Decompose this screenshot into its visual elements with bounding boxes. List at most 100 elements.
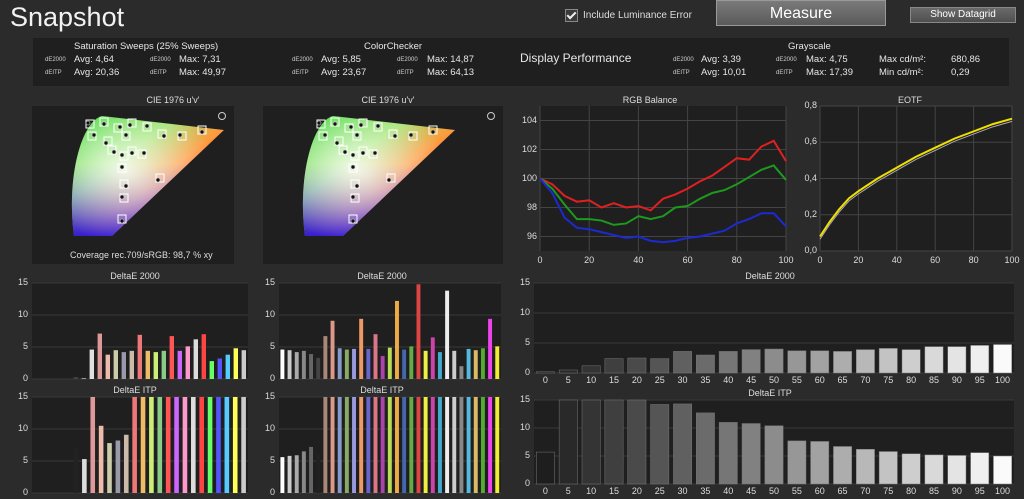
measured-point	[350, 218, 356, 224]
y-tick-label: 0	[22, 373, 28, 383]
bar	[558, 369, 578, 374]
include-luminance-checkbox[interactable]: Include Luminance Error	[565, 9, 692, 22]
bar	[488, 318, 493, 379]
magnifier-icon[interactable]	[487, 112, 495, 120]
bar	[402, 397, 407, 493]
gs-max: Max: 4,75	[806, 54, 848, 65]
measured-point	[342, 149, 348, 155]
g1-svg	[534, 282, 1014, 374]
bar	[581, 365, 601, 374]
bar	[344, 349, 349, 379]
y-tick-label: 0,4	[804, 172, 817, 183]
sat-max-itp: Max: 49,97	[179, 67, 226, 78]
x-tick-label: 60	[814, 486, 825, 496]
bar	[294, 352, 299, 379]
x-tick-label: 45	[746, 375, 757, 385]
gs-mincd-label: Min cd/m²:	[879, 67, 924, 78]
x-tick-label: 50	[768, 375, 779, 385]
y-tick-label: 0	[524, 367, 530, 377]
gray-de2000-chart: 0 5 10 15 0 5 10 15 20 25 30 35 40 45 50 55 60 65 70 75 80 85…	[520, 277, 1014, 385]
bar	[741, 349, 761, 374]
de2000-chart-2: 0 5 10 15	[265, 277, 501, 383]
bar	[294, 455, 299, 493]
x-tick-label: 90	[951, 375, 962, 385]
x-tick-label: 20	[584, 255, 595, 265]
gs-label: dE2000	[776, 57, 797, 63]
x-tick-label: 100	[995, 486, 1011, 496]
bar	[536, 451, 555, 485]
x-tick-label: 30	[677, 375, 688, 385]
target-marker	[348, 163, 358, 173]
measured-point	[350, 164, 356, 170]
measured-point	[123, 183, 129, 189]
cie-title-2: CIE 1976 u'v'	[361, 95, 415, 105]
bar	[764, 348, 784, 374]
bar	[416, 284, 421, 379]
magnifier-icon[interactable]	[218, 112, 226, 120]
bar	[157, 397, 163, 493]
bar	[970, 452, 990, 485]
measured-point	[123, 132, 129, 138]
measured-point	[354, 183, 360, 189]
measured-point	[129, 150, 135, 156]
bar	[344, 397, 349, 493]
checkmark-icon[interactable]	[565, 9, 578, 22]
sat-avg-itp: Avg: 20,36	[74, 67, 120, 78]
bar	[901, 349, 921, 374]
bar	[480, 348, 485, 379]
cc-avg-itp: Avg: 23,67	[321, 67, 367, 78]
target-marker	[117, 163, 127, 173]
app-title: Snapshot	[10, 2, 125, 32]
bar	[89, 349, 94, 379]
cc-label: dE2000	[397, 57, 418, 63]
x-tick-label: 20	[631, 486, 642, 496]
bar	[650, 404, 670, 485]
series-line	[819, 117, 1013, 238]
bar	[947, 455, 967, 485]
target-marker	[334, 136, 344, 146]
sat-label: dEITP	[45, 70, 62, 76]
gray-deitp-title: DeltaE ITP	[748, 388, 792, 398]
target-marker	[119, 179, 129, 189]
measured-point	[372, 150, 378, 156]
bar	[833, 446, 852, 485]
x-tick-label: 0	[817, 255, 823, 265]
measured-point	[119, 164, 125, 170]
y-tick-label: 5	[524, 450, 530, 460]
b2-svg	[279, 282, 501, 380]
bar	[536, 371, 555, 374]
y-tick-label: 0	[524, 478, 530, 488]
x-tick-label: 45	[746, 486, 757, 496]
y-tick-label: 15	[519, 394, 530, 404]
bar	[330, 320, 335, 379]
measured-point	[119, 194, 125, 200]
de2000-title-2: DeltaE 2000	[357, 271, 407, 281]
series-line	[539, 164, 787, 226]
bar	[373, 397, 378, 493]
measured-point	[386, 177, 392, 183]
bar	[901, 453, 921, 485]
bar	[416, 397, 421, 493]
measured-point	[85, 120, 91, 126]
bar	[98, 425, 104, 493]
show-datagrid-button[interactable]: Show Datagrid	[910, 7, 1016, 23]
gs-maxcd-label: Max cd/m²:	[879, 54, 926, 65]
x-tick-label: 60	[682, 255, 693, 265]
bar	[402, 349, 407, 379]
bar	[878, 451, 898, 485]
measured-point	[119, 218, 125, 224]
x-tick-label: 95	[974, 486, 985, 496]
measure-button[interactable]: Measure	[716, 0, 886, 26]
x-tick-label: 70	[860, 375, 871, 385]
measured-point	[316, 120, 322, 126]
x-tick-label: 5	[565, 375, 571, 385]
bar	[287, 455, 292, 493]
bar	[309, 446, 314, 493]
de2000-title-1: DeltaE 2000	[110, 271, 160, 281]
bar	[473, 397, 478, 493]
y-tick-label: 96	[526, 230, 537, 241]
x-tick-label: 40	[723, 486, 734, 496]
gs-max-itp: Max: 17,39	[806, 67, 853, 78]
bar	[129, 350, 134, 379]
x-tick-label: 35	[700, 375, 711, 385]
